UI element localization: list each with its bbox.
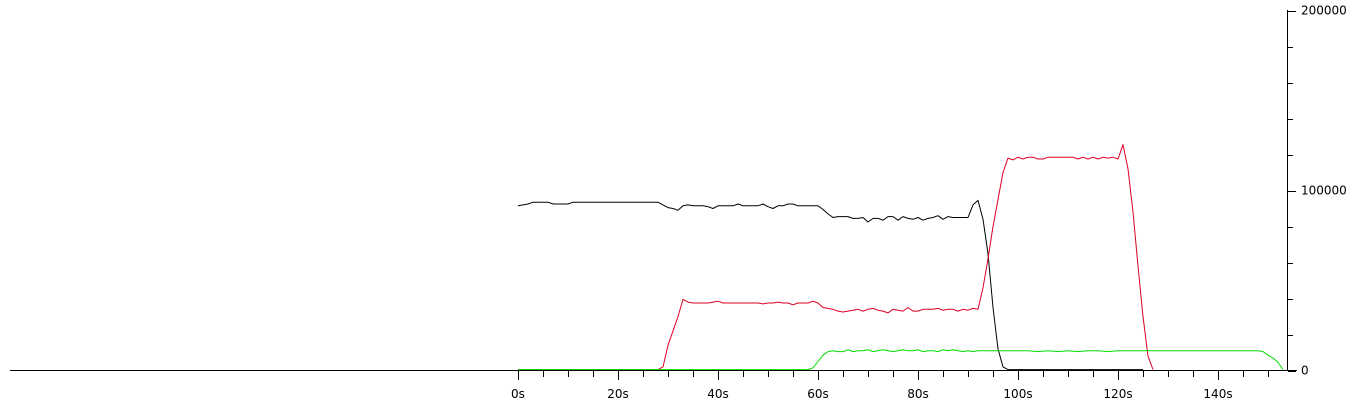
x-tick-label: 40s (707, 387, 729, 401)
x-tick-label: 120s (1103, 387, 1132, 401)
x-tick-label: 80s (907, 387, 929, 401)
ticks-layer: 0s 20s 40s 60s 80s 100s 120s 140s 0 100000 200000 (511, 4, 1347, 402)
x-tick-label: 0s (511, 387, 525, 401)
series-line-2 (518, 144, 1154, 371)
x-tick-label: 100s (1003, 387, 1032, 401)
axes-layer (10, 10, 1297, 371)
series-line-3 (518, 349, 1284, 371)
x-tick-label: 140s (1203, 387, 1232, 401)
x-tick-label: 20s (607, 387, 629, 401)
series-layer (517, 144, 1284, 371)
y-tick-label: 0 (1301, 364, 1309, 378)
series-line-1 (517, 199, 1143, 371)
y-tick-label: 100000 (1301, 184, 1347, 198)
x-tick-label: 60s (807, 387, 829, 401)
y-tick-label: 200000 (1301, 4, 1347, 18)
